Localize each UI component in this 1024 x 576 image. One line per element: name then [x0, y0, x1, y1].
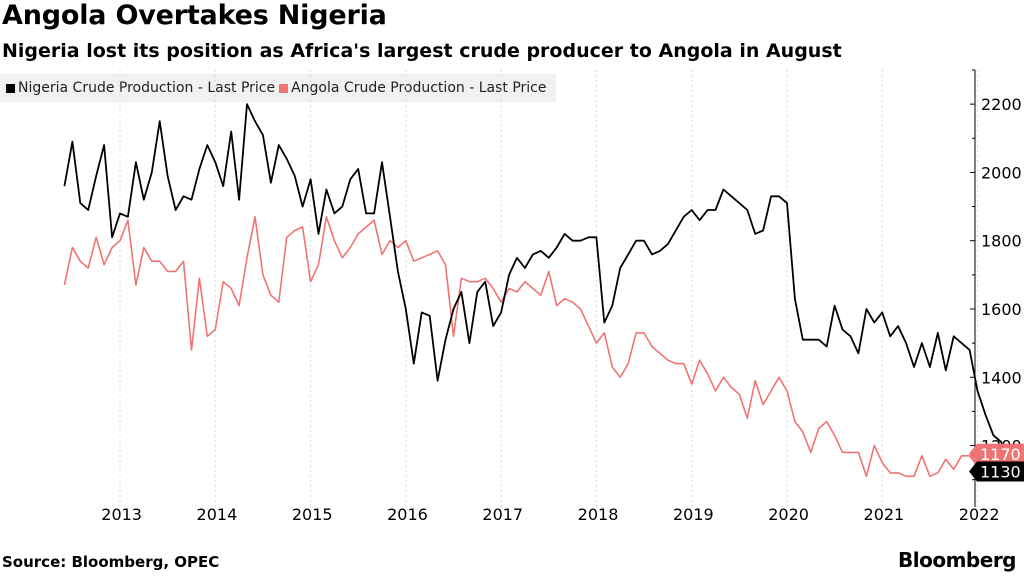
- x-tick-label: 2013: [101, 505, 142, 524]
- bloomberg-logo: Bloomberg: [898, 548, 1016, 572]
- y-tick-label: 2200: [981, 95, 1022, 114]
- y-tick-label: 1600: [981, 300, 1022, 319]
- x-tick-label: 2016: [387, 505, 428, 524]
- y-tick-label: 2000: [981, 163, 1022, 182]
- legend-swatch-angola: [279, 83, 289, 93]
- legend-item-angola[interactable]: Angola Crude Production - Last Price: [279, 80, 546, 96]
- legend-swatch-nigeria: [6, 83, 15, 93]
- x-tick-label: 2014: [197, 505, 238, 524]
- series-lines: [63, 103, 1011, 478]
- y-tick-label: 1400: [981, 368, 1022, 387]
- grid-lines: [119, 70, 979, 507]
- angola-last-value-tag-bg: [969, 443, 1024, 464]
- x-tick-label: 2021: [864, 505, 905, 524]
- legend-label-angola: Angola Crude Production - Last Price: [291, 80, 547, 96]
- angola-last-value-tag-label: 1170: [980, 445, 1021, 464]
- x-tick-label: 2017: [482, 505, 523, 524]
- angola-series-line[interactable]: [63, 216, 1010, 478]
- y-tick-label: 1800: [981, 232, 1022, 251]
- x-axis: 2013 2014 2015 2016 2017 2018 2019 2020 2021 2022: [101, 505, 999, 524]
- source-note: Source: Bloomberg, OPEC: [2, 553, 220, 571]
- x-tick-label: 2022: [959, 505, 1000, 524]
- chart-title: Angola Overtakes Nigeria: [2, 0, 387, 31]
- nigeria-last-value-tag-label: 1130: [980, 462, 1021, 481]
- chart-subtitle: Nigeria lost its position as Africa's la…: [2, 40, 842, 62]
- x-tick-label: 2015: [292, 505, 333, 524]
- legend: Nigeria Crude Production - Last Price An…: [0, 74, 557, 102]
- nigeria-last-value-tag-bg: [969, 461, 1024, 482]
- x-tick-label: 2019: [673, 505, 714, 524]
- x-tick-label: 2020: [768, 505, 809, 524]
- legend-label-nigeria: Nigeria Crude Production - Last Price: [18, 80, 276, 96]
- legend-item-nigeria[interactable]: Nigeria Crude Production - Last Price: [6, 80, 275, 96]
- nigeria-series-line[interactable]: [63, 103, 1011, 470]
- y-axis: 220020001800160014001200: [970, 69, 1022, 507]
- x-tick-label: 2018: [578, 505, 619, 524]
